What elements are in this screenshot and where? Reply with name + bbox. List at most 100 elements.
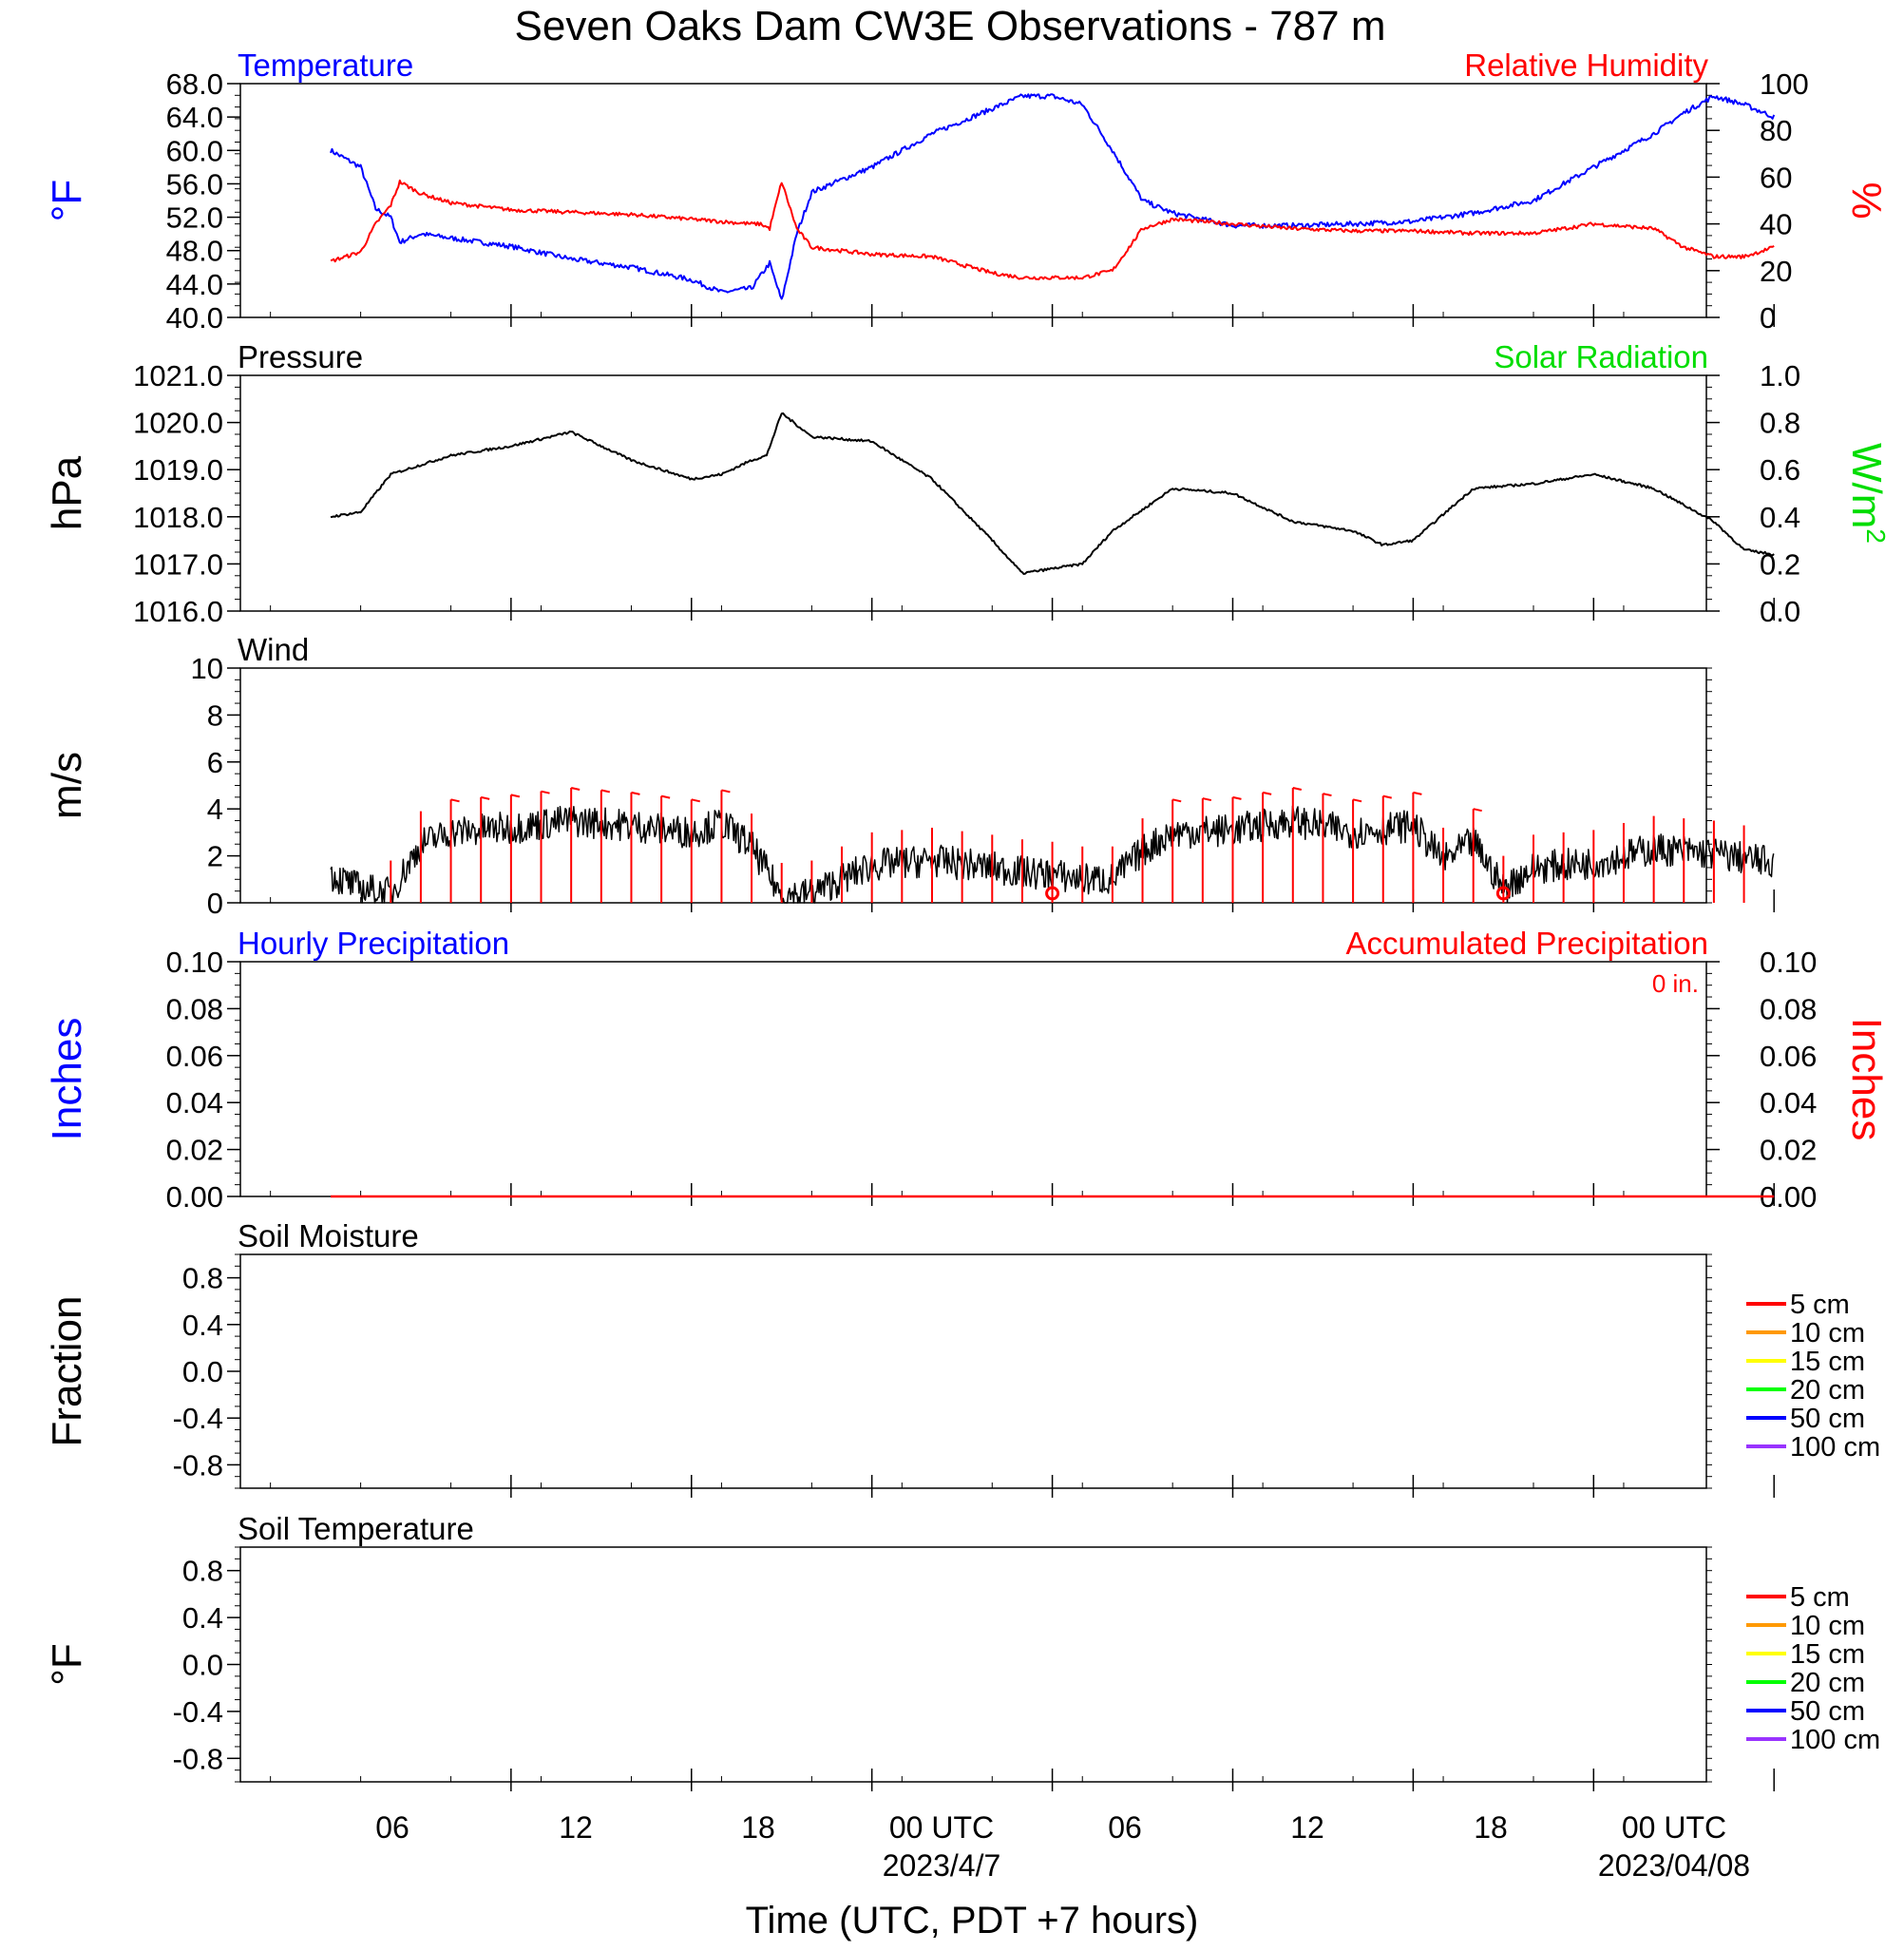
y-tick-label: 68.0 bbox=[166, 67, 223, 101]
y-right-tick-label: 20 bbox=[1760, 255, 1792, 288]
wind-barb-flag bbox=[660, 794, 671, 799]
y-tick-label: -0.4 bbox=[173, 1402, 223, 1435]
panel-right-label: Solar Radiation bbox=[1494, 339, 1708, 374]
y-right-tick-label: 0.10 bbox=[1760, 946, 1817, 979]
legend-entry: 15 cm bbox=[1790, 1639, 1865, 1670]
y-axis-title: Fraction bbox=[44, 1296, 90, 1447]
y-tick-label: 10 bbox=[191, 652, 223, 685]
panel-left-label: Hourly Precipitation bbox=[238, 926, 509, 961]
wind-barb-flag bbox=[691, 798, 700, 803]
wind-barb-flag bbox=[600, 789, 611, 794]
chart-title: Seven Oaks Dam CW3E Observations - 787 m bbox=[515, 3, 1386, 49]
time-tick-label: 18 bbox=[1474, 1810, 1508, 1845]
y-tick-label: 0.04 bbox=[166, 1086, 223, 1119]
panel-right-label: Accumulated Precipitation bbox=[1345, 926, 1708, 961]
y-tick-label: 0.10 bbox=[166, 946, 223, 979]
wind-barb-flag bbox=[1171, 798, 1182, 803]
series-line-temperature bbox=[330, 93, 1776, 300]
legend-entry: 5 cm bbox=[1790, 1582, 1850, 1613]
wind-barb-flag bbox=[570, 786, 581, 791]
chart-panels: 40.044.048.052.056.060.064.068.002040608… bbox=[44, 48, 1892, 1791]
y-axis-right-title: % bbox=[1843, 182, 1890, 219]
wind-barb-flag bbox=[631, 791, 640, 795]
time-tick-label: 00 UTC bbox=[1622, 1810, 1726, 1845]
wind-barb-flag bbox=[1382, 794, 1392, 799]
y-axis-right-title: Inches bbox=[1843, 1018, 1890, 1141]
y-tick-label: 1018.0 bbox=[133, 501, 223, 534]
legend-entry: 5 cm bbox=[1790, 1290, 1850, 1320]
wind-barb-flag bbox=[510, 794, 521, 798]
panel-3: 0.000.020.040.060.080.100.000.020.040.06… bbox=[44, 926, 1890, 1214]
y-right-tick-label: 0.4 bbox=[1760, 501, 1800, 534]
time-tick-label: 18 bbox=[741, 1810, 775, 1845]
y-axis-title: °F bbox=[44, 180, 90, 221]
legend-entry: 100 cm bbox=[1790, 1432, 1880, 1463]
y-right-tick-label: 0.06 bbox=[1760, 1040, 1817, 1073]
y-tick-label: 44.0 bbox=[166, 268, 223, 301]
wind-barb-flag bbox=[721, 789, 731, 794]
time-tick-label: 12 bbox=[1290, 1810, 1324, 1845]
y-tick-label: 1019.0 bbox=[133, 453, 223, 487]
y-tick-label: 6 bbox=[207, 746, 223, 779]
y-right-tick-label: 0.6 bbox=[1760, 453, 1800, 487]
time-tick-label: 00 UTC bbox=[889, 1810, 994, 1845]
plot-frame bbox=[239, 83, 1707, 318]
y-right-tick-label: 0 bbox=[1760, 301, 1776, 335]
calm-wind-marker bbox=[1495, 886, 1511, 901]
legend-entry: 15 cm bbox=[1790, 1347, 1865, 1377]
panel-left-label: Soil Temperature bbox=[238, 1511, 474, 1546]
legend-entry: 20 cm bbox=[1790, 1668, 1865, 1698]
legend-entry: 20 cm bbox=[1790, 1375, 1865, 1406]
plot-frame bbox=[239, 1253, 1707, 1489]
accum-total: 0 in. bbox=[1652, 969, 1699, 998]
y-right-tick-label: 0.02 bbox=[1760, 1134, 1817, 1167]
x-axis-title: Time (UTC, PDT +7 hours) bbox=[746, 1900, 1199, 1941]
time-tick-label: 06 bbox=[375, 1810, 409, 1845]
y-axis-title: hPa bbox=[44, 455, 90, 530]
panel-left-label: Pressure bbox=[238, 339, 363, 374]
plot-frame bbox=[239, 1546, 1707, 1783]
y-right-tick-label: 0.08 bbox=[1760, 992, 1817, 1025]
wind-barb-flag bbox=[541, 790, 550, 794]
y-tick-label: -0.8 bbox=[173, 1448, 223, 1482]
series-line-relative-humidity bbox=[330, 179, 1775, 280]
date-label: 2023/4/7 bbox=[883, 1848, 1001, 1883]
y-tick-label: 40.0 bbox=[166, 301, 223, 335]
y-tick-label: 8 bbox=[207, 698, 223, 732]
y-right-tick-label: 0.0 bbox=[1760, 595, 1800, 628]
series-line-pressure bbox=[330, 412, 1775, 575]
y-tick-label: 1016.0 bbox=[133, 595, 223, 628]
y-right-tick-label: 40 bbox=[1760, 208, 1792, 241]
y-tick-label: 1021.0 bbox=[133, 359, 223, 392]
y-tick-label: 64.0 bbox=[166, 101, 223, 134]
wind-barb-flag bbox=[1473, 808, 1482, 813]
panel-left-label: Soil Moisture bbox=[238, 1218, 419, 1253]
legend-entry: 10 cm bbox=[1790, 1318, 1865, 1348]
y-tick-label: 2 bbox=[207, 840, 223, 873]
y-tick-label: 52.0 bbox=[166, 201, 223, 235]
y-tick-label: 0.00 bbox=[166, 1180, 223, 1214]
y-tick-label: 0.0 bbox=[182, 1649, 223, 1682]
wind-barb-flag bbox=[1292, 786, 1303, 791]
y-right-tick-label: 0.8 bbox=[1760, 407, 1800, 440]
wind-barb-flag bbox=[1352, 798, 1362, 803]
wind-barb-flag bbox=[1202, 797, 1212, 802]
wind-barb-flag bbox=[1232, 795, 1242, 800]
panel-4: -0.8 -0.4 0.0 0.4 0.8 Soil Moisture Fraction 5 … bbox=[44, 1218, 1880, 1498]
y-axis-right-title: W/m2 bbox=[1843, 443, 1892, 544]
panel-2: 0 2 4 6 8 10 Wind m/s bbox=[44, 632, 1775, 920]
date-label: 2023/04/08 bbox=[1598, 1848, 1750, 1883]
y-tick-label: 0 bbox=[207, 887, 223, 920]
y-axis-title: °F bbox=[44, 1643, 90, 1685]
legend-entry: 10 cm bbox=[1790, 1611, 1865, 1641]
y-axis-title: m/s bbox=[44, 752, 90, 819]
y-tick-label: 0.8 bbox=[182, 1555, 223, 1588]
unit-superscript: 2 bbox=[1862, 528, 1892, 544]
plot-frame bbox=[239, 374, 1707, 612]
panel-left-label: Wind bbox=[238, 632, 309, 667]
y-tick-label: 4 bbox=[207, 793, 223, 826]
legend-entry: 50 cm bbox=[1790, 1404, 1865, 1434]
time-tick-label: 12 bbox=[559, 1810, 593, 1845]
